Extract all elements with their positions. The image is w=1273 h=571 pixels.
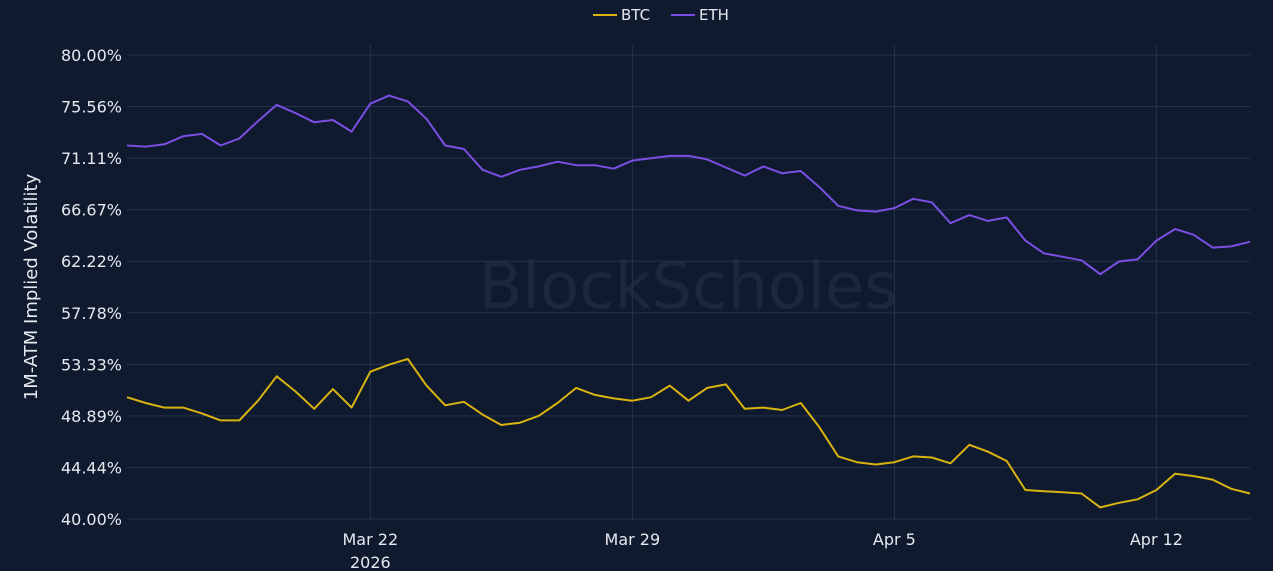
y-tick-label: 75.56% bbox=[61, 98, 122, 117]
y-axis-label: 1M-ATM Implied Volatility bbox=[21, 173, 42, 400]
series-lines bbox=[126, 94, 1251, 509]
series-line-eth bbox=[126, 94, 1251, 276]
x-tick-label: Mar 22 bbox=[342, 530, 398, 549]
y-tick-label: 71.11% bbox=[61, 149, 122, 168]
legend-item-btc[interactable]: BTC bbox=[593, 6, 650, 24]
y-axis-ticks: 40.00% 44.44% 48.89% 53.33% 57.78% 62.22% 66.6… bbox=[61, 46, 122, 529]
y-tick-label: 48.89% bbox=[61, 407, 122, 426]
watermark-logo: BlockScholes bbox=[478, 250, 897, 324]
x-axis-ticks: Mar 22 2026 Mar 29 Apr 5 Apr 12 bbox=[342, 530, 1182, 571]
y-tick-label: 57.78% bbox=[61, 304, 122, 323]
grid bbox=[127, 45, 1250, 520]
series-line-btc bbox=[126, 357, 1251, 509]
legend[interactable]: BTC ETH bbox=[593, 6, 729, 24]
y-tick-label: 80.00% bbox=[61, 46, 122, 65]
x-tick-label: Mar 29 bbox=[605, 530, 661, 549]
y-tick-label: 62.22% bbox=[61, 252, 122, 271]
x-tick-label: Apr 12 bbox=[1130, 530, 1183, 549]
legend-label: BTC bbox=[621, 6, 650, 24]
legend-item-eth[interactable]: ETH bbox=[671, 6, 729, 24]
x-tick-label: Apr 5 bbox=[873, 530, 916, 549]
y-tick-label: 40.00% bbox=[61, 510, 122, 529]
y-tick-label: 53.33% bbox=[61, 355, 122, 374]
y-tick-label: 44.44% bbox=[61, 458, 122, 477]
legend-label: ETH bbox=[699, 6, 729, 24]
x-tick-year-label: 2026 bbox=[350, 553, 391, 571]
y-tick-label: 66.67% bbox=[61, 201, 122, 220]
